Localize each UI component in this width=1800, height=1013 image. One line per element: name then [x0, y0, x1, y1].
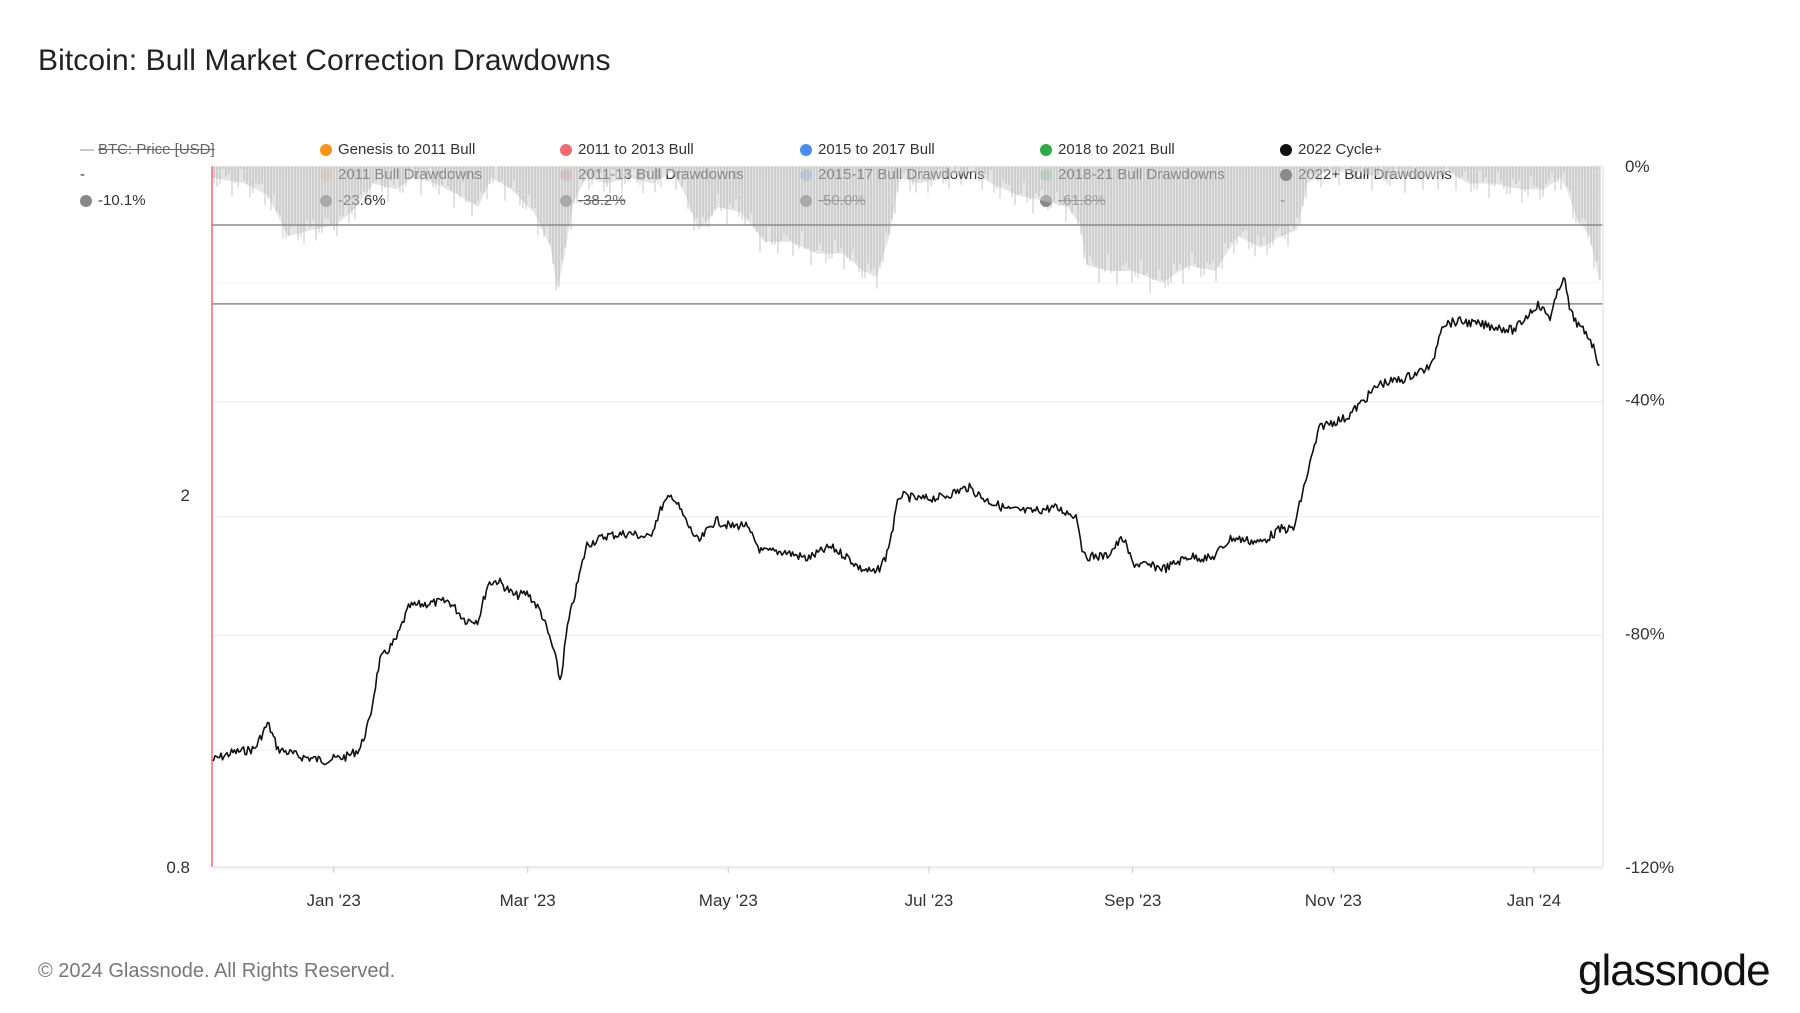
- legend-line-icon: [80, 148, 94, 151]
- y-left-tick-label: 2: [181, 486, 190, 505]
- y-right-tick-label: -80%: [1625, 624, 1665, 643]
- legend-item[interactable]: 2022 Cycle+: [1280, 141, 1382, 158]
- legend-label: BTC: Price [USD]: [98, 141, 215, 158]
- legend-dot-icon: [1280, 143, 1292, 156]
- price-line: [211, 277, 1600, 766]
- x-tick-label: Mar '23: [500, 891, 556, 910]
- legend-item[interactable]: BTC: Price [USD]: [80, 141, 215, 158]
- legend-dot-icon: [1040, 143, 1052, 156]
- axes: [211, 165, 1604, 868]
- legend-label: 2011 to 2013 Bull: [578, 141, 694, 158]
- chart-title: Bitcoin: Bull Market Correction Drawdown…: [38, 44, 611, 77]
- legend-label: -38.2%: [578, 192, 626, 209]
- x-tick-label: Jan '23: [307, 891, 361, 910]
- legend-item[interactable]: Genesis to 2011 Bull: [320, 141, 475, 158]
- legend-item[interactable]: 2015 to 2017 Bull: [800, 141, 935, 158]
- y-right-tick-label: -120%: [1625, 858, 1674, 877]
- y-right-tick-label: -40%: [1625, 391, 1665, 410]
- legend-dot-icon: [560, 143, 572, 156]
- legend-label: Genesis to 2011 Bull: [338, 141, 476, 158]
- legend-item[interactable]: 2018 to 2021 Bull: [1040, 141, 1175, 158]
- x-tick-label: May '23: [699, 891, 758, 910]
- chart-svg: Jan '23 Mar '23 May '23 Jul '23 Sep '23 Nov '…: [166, 157, 1674, 910]
- reference-lines: [212, 224, 1603, 305]
- legend-label: 2015 to 2017 Bull: [818, 141, 935, 158]
- grid: [212, 167, 1603, 870]
- x-tick-label: Jul '23: [905, 891, 954, 910]
- glassnode-logo: glassnode: [1578, 946, 1771, 995]
- legend-label: 2022 Cycle+: [1298, 141, 1382, 158]
- legend-item[interactable]: 2011 to 2013 Bull: [560, 141, 694, 158]
- drawdown-fill: [212, 166, 1600, 289]
- y-right-tick-label: 0%: [1625, 157, 1650, 176]
- copyright-footer: © 2024 Glassnode. All Rights Reserved.: [38, 960, 396, 982]
- legend-item[interactable]: -10.1%: [80, 192, 146, 209]
- x-tick-label: Jan '24: [1507, 891, 1561, 910]
- legend-dot-icon: [800, 143, 812, 156]
- tick-labels: Jan '23 Mar '23 May '23 Jul '23 Sep '23 Nov '…: [166, 157, 1674, 910]
- legend-label: -10.1%: [98, 192, 146, 209]
- x-tick-label: Sep '23: [1104, 891, 1161, 910]
- x-tick-label: Nov '23: [1305, 891, 1362, 910]
- legend-item[interactable]: -: [80, 166, 85, 183]
- legend-dot-icon: [320, 143, 332, 156]
- legend-label: -: [80, 166, 85, 183]
- y-left-tick-label: 0.8: [166, 858, 190, 877]
- price-series: [211, 277, 1600, 766]
- legend-label: 2018 to 2021 Bull: [1058, 141, 1175, 158]
- drawdown-area: [212, 166, 1601, 293]
- legend-dot-icon: [80, 194, 92, 207]
